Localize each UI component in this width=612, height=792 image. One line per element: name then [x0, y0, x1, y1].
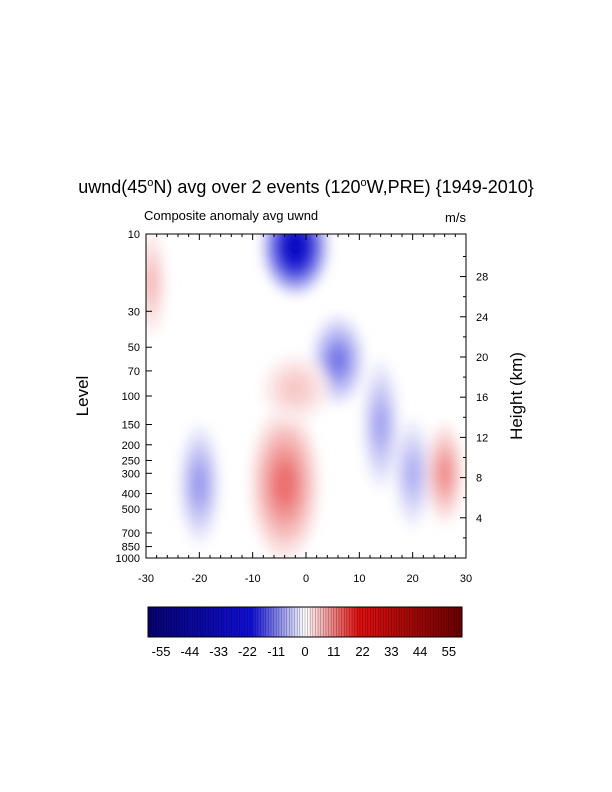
y-axis-right-ticks: 4 8 12 16 20 24 28 — [460, 255, 488, 539]
negative-anomaly-contour — [328, 346, 348, 375]
colorbar-label: -33 — [209, 644, 228, 659]
colorbar-label: -11 — [267, 644, 285, 659]
y-right-tick-label: 8 — [476, 473, 482, 485]
y-tick-label: 70 — [128, 366, 140, 378]
plot-area — [145, 233, 467, 559]
x-tick-label: 10 — [353, 573, 365, 585]
x-axis-ticks: -30 -20 -10 0 10 20 30 — [138, 234, 472, 585]
y-tick-label: 250 — [122, 455, 140, 467]
colorbar-label: -44 — [180, 644, 199, 659]
y-tick-label: 1000 — [116, 553, 140, 565]
negative-anomaly-contour — [373, 405, 389, 444]
x-tick-label: 0 — [303, 573, 309, 585]
y-tick-label: 150 — [122, 420, 140, 432]
title-prefix: uwnd(45 — [78, 177, 147, 197]
y-tick-label: 850 — [122, 542, 140, 554]
y-tick-label: 400 — [122, 489, 140, 501]
x-tick-label: 20 — [407, 573, 419, 585]
y-tick-label: 30 — [128, 306, 140, 318]
colorbar-label: -55 — [152, 644, 171, 659]
anomaly-field — [146, 234, 463, 558]
x-tick-label: -10 — [245, 573, 261, 585]
colorbar-label: -22 — [238, 644, 257, 659]
title-degree-2: o — [361, 177, 367, 189]
y-axis-label: Level — [73, 376, 92, 417]
anomaly-blobs — [146, 234, 463, 558]
colorbar-label: 11 — [327, 644, 341, 659]
x-tick-label: -30 — [138, 573, 154, 585]
colorbar-frame — [147, 606, 463, 638]
negative-anomaly-contour — [191, 466, 208, 502]
positive-anomaly-contour — [273, 462, 297, 506]
y-tick-label: 50 — [128, 342, 140, 354]
negative-anomaly-contour — [405, 456, 421, 490]
colorbar-label: 0 — [301, 644, 308, 659]
y-right-tick-label: 12 — [476, 432, 488, 444]
colorbar-label: 55 — [442, 644, 456, 659]
colorbar-label: 33 — [384, 644, 398, 659]
y-axis-right-label: Height (km) — [507, 352, 526, 440]
subtitle-left: Composite anomaly avg uwnd — [144, 208, 318, 223]
x-tick-label: 30 — [460, 573, 472, 585]
positive-anomaly-contour — [146, 266, 158, 300]
y-tick-label: 700 — [122, 528, 140, 540]
y-tick-label: 200 — [122, 440, 140, 452]
y-right-tick-label: 20 — [476, 352, 488, 364]
colorbar-divisions — [150, 607, 460, 637]
title-mid-1: N) avg over 2 events (120 — [153, 177, 360, 197]
y-right-tick-label: 16 — [476, 392, 488, 404]
colorbar-labels: -55 -44 -33 -22 -11 0 11 22 33 44 55 — [152, 644, 456, 659]
y-right-tick-label: 24 — [476, 312, 488, 324]
title-mid-2: W,PRE) {1949-2010} — [367, 177, 534, 197]
y-tick-label: 300 — [122, 468, 140, 480]
y-tick-label: 10 — [128, 229, 140, 241]
colorbar-label: 44 — [413, 644, 427, 659]
positive-anomaly-contour — [437, 457, 453, 489]
y-right-tick-label: 28 — [476, 272, 488, 284]
y-right-tick-label: 4 — [476, 513, 482, 525]
subtitle-units: m/s — [445, 210, 466, 225]
x-tick-label: -20 — [191, 573, 207, 585]
y-tick-label: 100 — [122, 391, 140, 403]
colorbar: -55 -44 -33 -22 -11 0 11 22 33 44 55 — [147, 606, 463, 659]
colorbar-label: 22 — [355, 644, 369, 659]
chart-title: uwnd(45oN) avg over 2 events (120oW,PRE)… — [78, 177, 534, 197]
positive-anomaly-contour — [283, 377, 307, 401]
negative-anomaly-contour — [284, 234, 307, 262]
title-degree-1: o — [147, 177, 153, 189]
y-tick-label: 500 — [122, 504, 140, 516]
